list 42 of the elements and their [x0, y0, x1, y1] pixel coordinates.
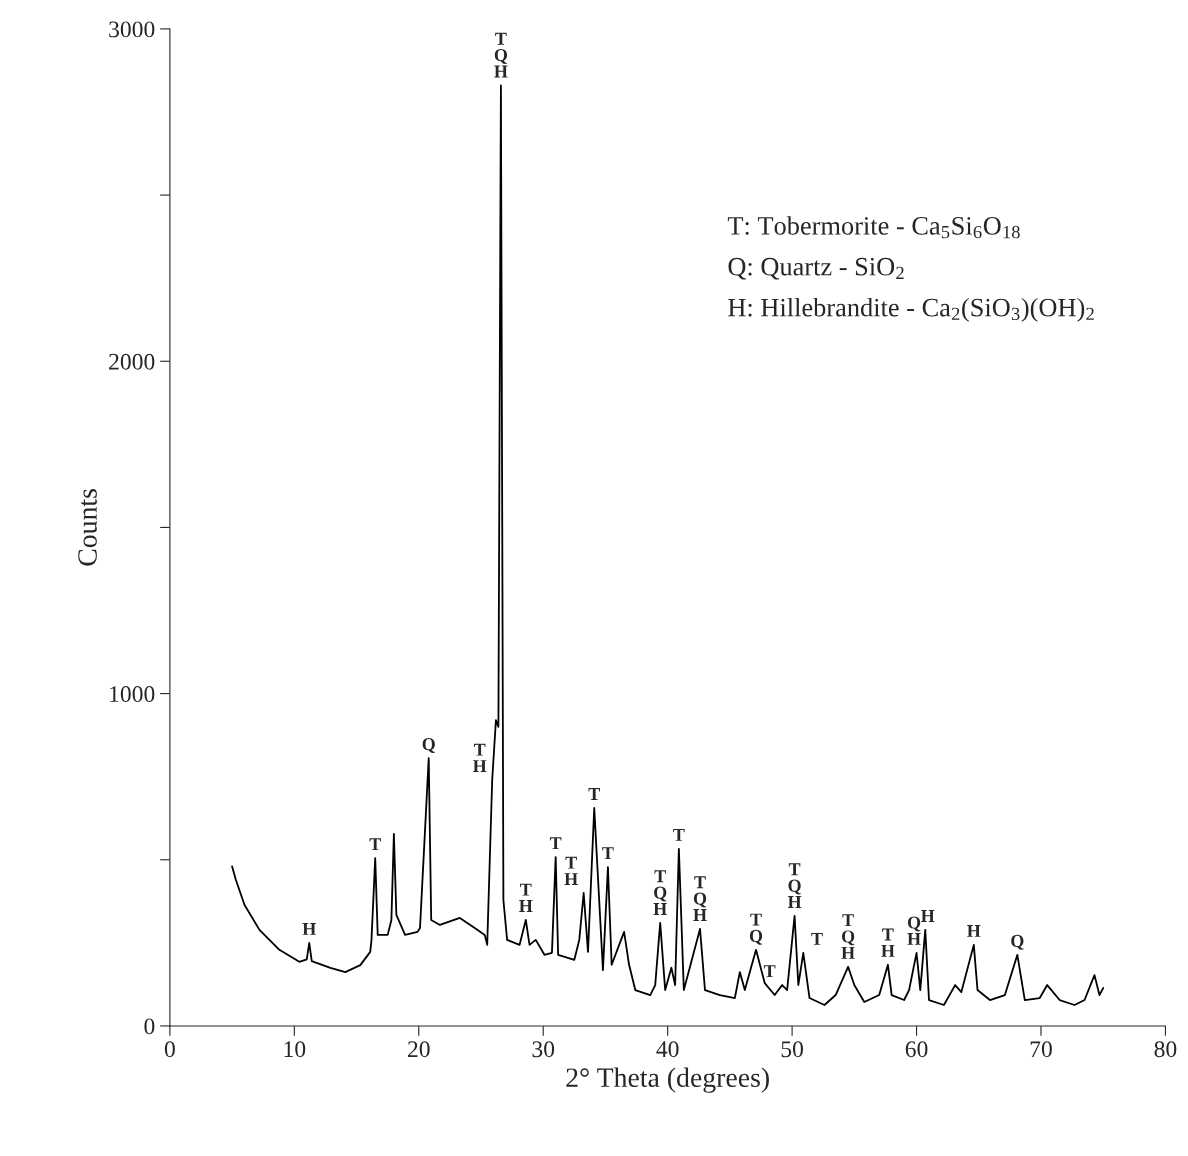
annotation: T Q H: [494, 32, 508, 78]
annotation: Q: [1011, 934, 1024, 950]
annotation: T: [549, 837, 562, 850]
x-tick-label: 30: [532, 1041, 555, 1058]
annotation: T Q H: [841, 914, 855, 959]
annotation: T H: [472, 743, 487, 772]
annotation: T Q H: [787, 863, 802, 908]
annotation: T: Tobermorite - Ca$_{5}$Si$_{6}$O$_{18}$: [727, 216, 1020, 239]
y-tick-label: 3000: [109, 21, 155, 38]
annotation: Q: [422, 738, 435, 753]
annotation: T H: [881, 928, 895, 957]
annotation: T H: [519, 883, 533, 912]
annotation: T: [588, 788, 600, 800]
annotation: T: [602, 847, 614, 860]
x-tick-label: 60: [905, 1041, 928, 1058]
y-tick-label: 0: [144, 1018, 155, 1035]
y-axis-title: Counts: [78, 489, 97, 566]
x-axis-title: 2° Theta (degrees): [566, 1067, 769, 1093]
line-series: [231, 84, 1105, 1006]
annotation: Q H: [907, 916, 921, 945]
x-tick-label: 80: [1154, 1041, 1177, 1058]
annotation: H: Hillebrandite - Ca$_{2}$(SiO$_{3}$)(OH)$_{2}$: [728, 297, 1094, 322]
annotation: H: [967, 925, 981, 937]
x-tick-label: 0: [164, 1041, 175, 1058]
annotation: Q: Quartz - SiO$_{2}$: [728, 257, 904, 280]
annotation: T Q H: [693, 876, 707, 921]
y-tick-label: 1000: [110, 686, 155, 703]
annotation: T: [763, 965, 776, 978]
annotation: T Q: [749, 913, 763, 945]
annotation: H: [302, 923, 316, 935]
x-tick-label: 10: [284, 1041, 306, 1058]
annotation: T Q H: [653, 870, 667, 915]
annotation: T H: [564, 856, 578, 885]
annotation: H: [921, 910, 935, 922]
x-tick-label: 50: [781, 1041, 803, 1058]
x-tick-label: 70: [1030, 1041, 1052, 1058]
annotation: T: [811, 933, 823, 945]
x-tick-label: 40: [656, 1041, 679, 1058]
annotation: T: [673, 828, 685, 841]
annotation: T: [369, 838, 381, 851]
x-tick-label: 20: [408, 1041, 430, 1058]
y-tick-label: 2000: [109, 353, 155, 370]
